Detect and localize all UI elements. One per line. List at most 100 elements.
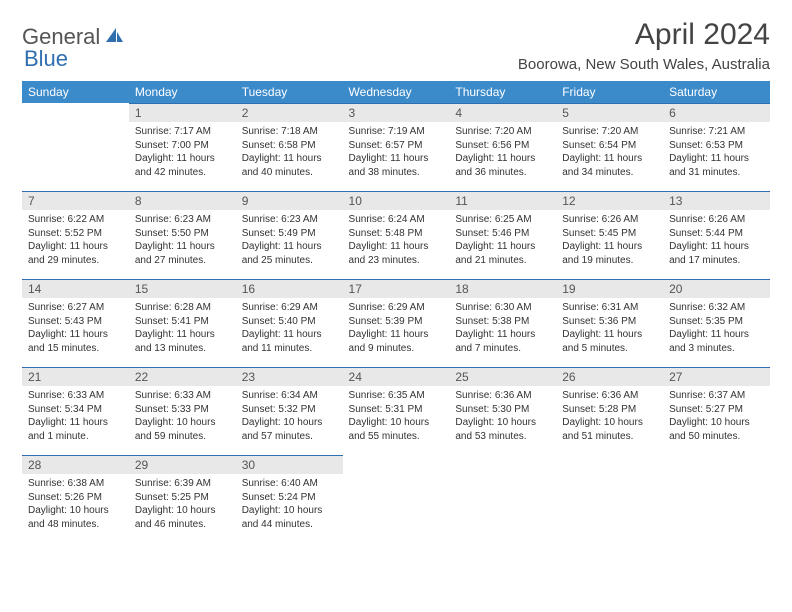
day-cell: 14Sunrise: 6:27 AMSunset: 5:43 PMDayligh…	[22, 279, 129, 367]
logo-sail-icon	[104, 26, 124, 49]
weekday-header: Tuesday	[236, 81, 343, 103]
day-details: Sunrise: 6:26 AMSunset: 5:45 PMDaylight:…	[556, 210, 663, 271]
day-number: 26	[556, 367, 663, 386]
empty-cell	[343, 455, 450, 543]
day-details: Sunrise: 7:20 AMSunset: 6:54 PMDaylight:…	[556, 122, 663, 183]
calendar-row: 1Sunrise: 7:17 AMSunset: 7:00 PMDaylight…	[22, 103, 770, 191]
day-number: 18	[449, 279, 556, 298]
day-number: 13	[663, 191, 770, 210]
day-details: Sunrise: 6:33 AMSunset: 5:34 PMDaylight:…	[22, 386, 129, 447]
day-details: Sunrise: 6:30 AMSunset: 5:38 PMDaylight:…	[449, 298, 556, 359]
empty-cell	[22, 103, 129, 191]
weekday-row: SundayMondayTuesdayWednesdayThursdayFrid…	[22, 81, 770, 103]
day-cell: 27Sunrise: 6:37 AMSunset: 5:27 PMDayligh…	[663, 367, 770, 455]
day-details: Sunrise: 7:18 AMSunset: 6:58 PMDaylight:…	[236, 122, 343, 183]
day-number: 25	[449, 367, 556, 386]
day-cell: 24Sunrise: 6:35 AMSunset: 5:31 PMDayligh…	[343, 367, 450, 455]
day-number: 29	[129, 455, 236, 474]
day-number: 7	[22, 191, 129, 210]
day-number: 16	[236, 279, 343, 298]
month-title: April 2024	[518, 18, 770, 52]
day-cell: 17Sunrise: 6:29 AMSunset: 5:39 PMDayligh…	[343, 279, 450, 367]
day-number: 21	[22, 367, 129, 386]
day-number: 23	[236, 367, 343, 386]
day-cell: 22Sunrise: 6:33 AMSunset: 5:33 PMDayligh…	[129, 367, 236, 455]
day-details: Sunrise: 6:33 AMSunset: 5:33 PMDaylight:…	[129, 386, 236, 447]
day-details: Sunrise: 6:25 AMSunset: 5:46 PMDaylight:…	[449, 210, 556, 271]
weekday-header: Friday	[556, 81, 663, 103]
day-details: Sunrise: 6:36 AMSunset: 5:28 PMDaylight:…	[556, 386, 663, 447]
day-details: Sunrise: 6:22 AMSunset: 5:52 PMDaylight:…	[22, 210, 129, 271]
weekday-header: Wednesday	[343, 81, 450, 103]
day-number: 20	[663, 279, 770, 298]
day-cell: 5Sunrise: 7:20 AMSunset: 6:54 PMDaylight…	[556, 103, 663, 191]
day-cell: 26Sunrise: 6:36 AMSunset: 5:28 PMDayligh…	[556, 367, 663, 455]
calendar-row: 7Sunrise: 6:22 AMSunset: 5:52 PMDaylight…	[22, 191, 770, 279]
day-details: Sunrise: 6:37 AMSunset: 5:27 PMDaylight:…	[663, 386, 770, 447]
day-number: 5	[556, 103, 663, 122]
day-details: Sunrise: 6:38 AMSunset: 5:26 PMDaylight:…	[22, 474, 129, 535]
day-number: 12	[556, 191, 663, 210]
day-cell: 9Sunrise: 6:23 AMSunset: 5:49 PMDaylight…	[236, 191, 343, 279]
day-number: 11	[449, 191, 556, 210]
day-details: Sunrise: 6:26 AMSunset: 5:44 PMDaylight:…	[663, 210, 770, 271]
day-details: Sunrise: 6:35 AMSunset: 5:31 PMDaylight:…	[343, 386, 450, 447]
calendar-body: 1Sunrise: 7:17 AMSunset: 7:00 PMDaylight…	[22, 103, 770, 543]
day-details: Sunrise: 6:32 AMSunset: 5:35 PMDaylight:…	[663, 298, 770, 359]
day-number: 17	[343, 279, 450, 298]
day-details: Sunrise: 6:36 AMSunset: 5:30 PMDaylight:…	[449, 386, 556, 447]
day-cell: 4Sunrise: 7:20 AMSunset: 6:56 PMDaylight…	[449, 103, 556, 191]
day-details: Sunrise: 6:23 AMSunset: 5:50 PMDaylight:…	[129, 210, 236, 271]
location: Boorowa, New South Wales, Australia	[518, 56, 770, 73]
day-details: Sunrise: 6:39 AMSunset: 5:25 PMDaylight:…	[129, 474, 236, 535]
day-details: Sunrise: 7:19 AMSunset: 6:57 PMDaylight:…	[343, 122, 450, 183]
day-cell: 8Sunrise: 6:23 AMSunset: 5:50 PMDaylight…	[129, 191, 236, 279]
day-cell: 13Sunrise: 6:26 AMSunset: 5:44 PMDayligh…	[663, 191, 770, 279]
day-details: Sunrise: 6:23 AMSunset: 5:49 PMDaylight:…	[236, 210, 343, 271]
day-cell: 12Sunrise: 6:26 AMSunset: 5:45 PMDayligh…	[556, 191, 663, 279]
day-number: 14	[22, 279, 129, 298]
calendar-page: General April 2024 Boorowa, New South Wa…	[0, 0, 792, 561]
calendar-row: 21Sunrise: 6:33 AMSunset: 5:34 PMDayligh…	[22, 367, 770, 455]
day-details: Sunrise: 6:31 AMSunset: 5:36 PMDaylight:…	[556, 298, 663, 359]
day-cell: 30Sunrise: 6:40 AMSunset: 5:24 PMDayligh…	[236, 455, 343, 543]
day-number: 10	[343, 191, 450, 210]
day-cell: 2Sunrise: 7:18 AMSunset: 6:58 PMDaylight…	[236, 103, 343, 191]
day-details: Sunrise: 6:29 AMSunset: 5:39 PMDaylight:…	[343, 298, 450, 359]
day-details: Sunrise: 6:34 AMSunset: 5:32 PMDaylight:…	[236, 386, 343, 447]
day-number: 6	[663, 103, 770, 122]
logo-blue-line: Blue	[24, 46, 68, 72]
day-number: 1	[129, 103, 236, 122]
day-details: Sunrise: 6:40 AMSunset: 5:24 PMDaylight:…	[236, 474, 343, 535]
weekday-header: Sunday	[22, 81, 129, 103]
day-cell: 10Sunrise: 6:24 AMSunset: 5:48 PMDayligh…	[343, 191, 450, 279]
day-cell: 23Sunrise: 6:34 AMSunset: 5:32 PMDayligh…	[236, 367, 343, 455]
day-number: 2	[236, 103, 343, 122]
day-details: Sunrise: 6:28 AMSunset: 5:41 PMDaylight:…	[129, 298, 236, 359]
day-details: Sunrise: 6:29 AMSunset: 5:40 PMDaylight:…	[236, 298, 343, 359]
logo-text-blue: Blue	[24, 46, 68, 72]
weekday-header: Thursday	[449, 81, 556, 103]
day-cell: 11Sunrise: 6:25 AMSunset: 5:46 PMDayligh…	[449, 191, 556, 279]
day-cell: 3Sunrise: 7:19 AMSunset: 6:57 PMDaylight…	[343, 103, 450, 191]
day-number: 15	[129, 279, 236, 298]
day-cell: 20Sunrise: 6:32 AMSunset: 5:35 PMDayligh…	[663, 279, 770, 367]
day-number: 28	[22, 455, 129, 474]
day-number: 19	[556, 279, 663, 298]
day-number: 27	[663, 367, 770, 386]
day-cell: 21Sunrise: 6:33 AMSunset: 5:34 PMDayligh…	[22, 367, 129, 455]
day-cell: 6Sunrise: 7:21 AMSunset: 6:53 PMDaylight…	[663, 103, 770, 191]
day-number: 24	[343, 367, 450, 386]
weekday-header: Saturday	[663, 81, 770, 103]
day-number: 4	[449, 103, 556, 122]
empty-cell	[663, 455, 770, 543]
day-cell: 15Sunrise: 6:28 AMSunset: 5:41 PMDayligh…	[129, 279, 236, 367]
day-cell: 16Sunrise: 6:29 AMSunset: 5:40 PMDayligh…	[236, 279, 343, 367]
day-details: Sunrise: 7:17 AMSunset: 7:00 PMDaylight:…	[129, 122, 236, 183]
day-number: 30	[236, 455, 343, 474]
calendar-row: 14Sunrise: 6:27 AMSunset: 5:43 PMDayligh…	[22, 279, 770, 367]
day-cell: 18Sunrise: 6:30 AMSunset: 5:38 PMDayligh…	[449, 279, 556, 367]
day-details: Sunrise: 6:24 AMSunset: 5:48 PMDaylight:…	[343, 210, 450, 271]
day-details: Sunrise: 6:27 AMSunset: 5:43 PMDaylight:…	[22, 298, 129, 359]
header: General April 2024 Boorowa, New South Wa…	[22, 18, 770, 73]
